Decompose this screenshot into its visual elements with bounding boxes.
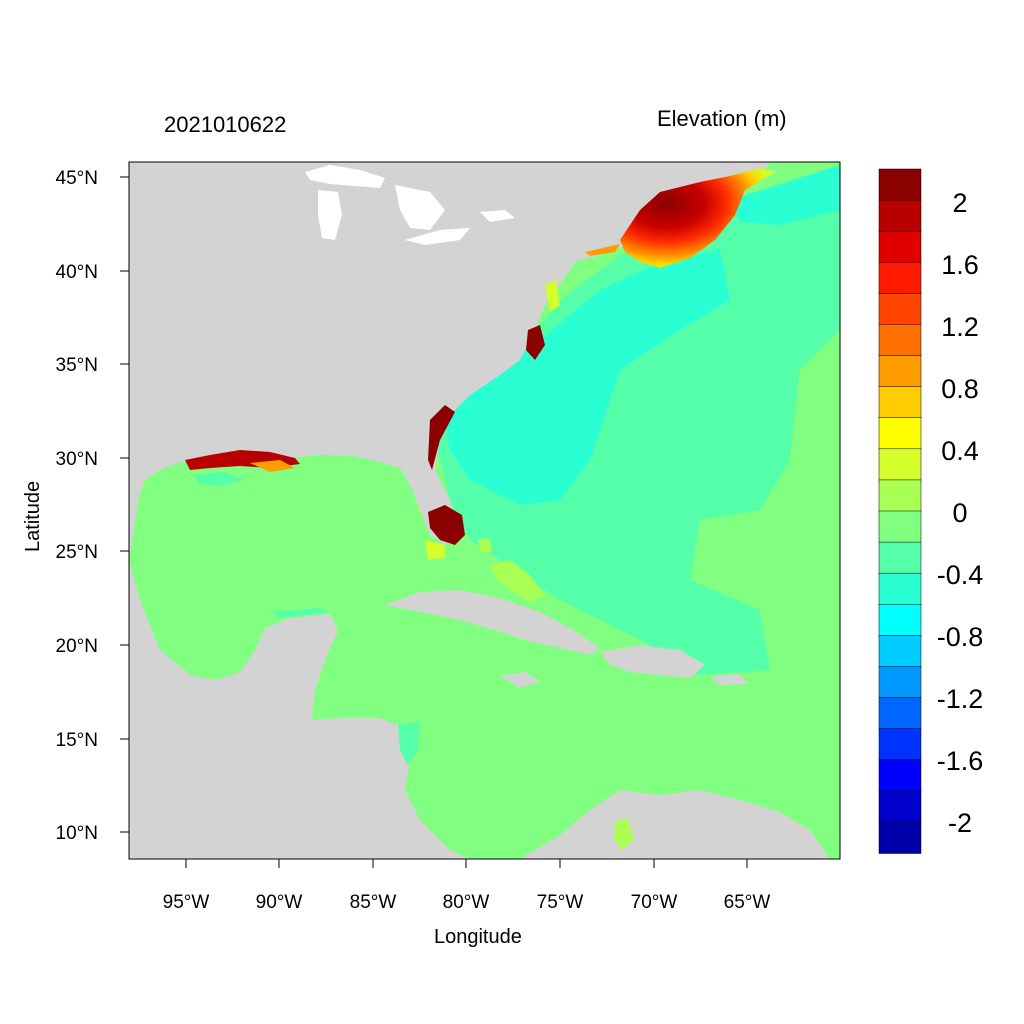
colorbar-segment <box>878 635 922 668</box>
gulf-maine-negative <box>730 165 840 225</box>
florida-surge-region <box>428 505 465 545</box>
colorbar-segment <box>878 324 922 357</box>
y-tick-label: 10°N <box>56 823 98 844</box>
y-tick-labels: 45°N 40°N 35°N 30°N 25°N 20°N 15°N 10°N <box>56 168 98 844</box>
colorbar-segment <box>878 666 922 699</box>
y-axis-title: Latitude <box>22 480 44 552</box>
colorbar-segment <box>878 510 922 543</box>
land-north-america <box>129 162 770 560</box>
colorbar-segment <box>878 821 922 854</box>
colorbar-label: -0.4 <box>937 560 984 590</box>
negative-anomaly-region <box>430 170 840 675</box>
colorbar-segment <box>878 355 922 388</box>
lake-superior <box>305 165 385 188</box>
colorbar-segment <box>878 697 922 730</box>
northeast-surge-region <box>620 168 775 268</box>
x-tick-label: 90°W <box>256 892 303 913</box>
y-tick-label: 25°N <box>56 542 98 563</box>
gulf-coast-orange <box>250 460 295 472</box>
land-south-america <box>520 790 830 859</box>
lake-huron <box>395 185 445 230</box>
colorbar-label: 1.6 <box>941 250 979 280</box>
lake-michigan <box>318 190 342 240</box>
y-tick-label: 15°N <box>56 730 98 751</box>
y-tick-label: 45°N <box>56 168 98 189</box>
lake-maracaibo <box>614 818 634 850</box>
plot-frame <box>128 161 841 860</box>
colorbar-labels: 2 1.6 1.2 0.8 0.4 0 -0.4 -0.8 -1.2 -1.6 … <box>937 188 984 838</box>
bahamas-small-bank <box>478 538 492 552</box>
bahamas-bank <box>490 560 545 602</box>
x-axis <box>185 859 748 868</box>
x-tick-label: 75°W <box>537 892 584 913</box>
x-tick-labels: 95°W 90°W 85°W 80°W 75°W 70°W 65°W <box>163 892 771 913</box>
x-tick-label: 85°W <box>350 892 397 913</box>
colorbar-segment <box>878 230 922 264</box>
y-axis <box>120 176 129 833</box>
variable-title: Elevation (m) <box>657 106 787 131</box>
x-axis-title: Longitude <box>434 926 522 948</box>
colorbar-segment <box>878 790 922 823</box>
colorbar-label: 0.4 <box>941 436 979 466</box>
long-island-surge <box>585 244 620 256</box>
colorbar-segment <box>878 604 922 637</box>
yucatan-shelf <box>270 608 330 618</box>
land-jamaica <box>500 672 540 688</box>
chesapeake-surge <box>526 325 545 360</box>
colorbar-label: -1.6 <box>937 746 984 776</box>
map-area <box>129 162 840 859</box>
colorbar-segment <box>878 168 922 201</box>
carolina-coast-surge <box>428 405 455 470</box>
colorbar-segment <box>878 541 922 574</box>
colorbar-label: -1.2 <box>937 684 984 714</box>
colorbar-segment <box>878 262 922 295</box>
y-tick-label: 20°N <box>56 636 98 657</box>
colorbar-segment <box>878 417 922 450</box>
florida-keys-yellow <box>425 540 445 560</box>
colorbar-label: -2 <box>948 808 972 838</box>
timestamp-label: 2021010622 <box>164 112 287 137</box>
land-hispaniola <box>600 645 705 678</box>
colorbar-label: 1.2 <box>941 312 979 342</box>
land-mexico-central-america <box>129 560 470 859</box>
colorbar-segment <box>878 386 922 419</box>
colorbar-segment <box>878 759 922 792</box>
colorbar-segment <box>878 479 922 512</box>
x-tick-label: 95°W <box>163 892 210 913</box>
x-tick-label: 80°W <box>443 892 490 913</box>
colorbar-label: 0 <box>952 498 967 528</box>
colorbar-label: -0.8 <box>937 622 984 652</box>
colorbar-segment <box>878 199 922 232</box>
lake-ontario <box>480 210 515 222</box>
y-tick-label: 30°N <box>56 449 98 470</box>
land-puerto-rico <box>712 674 748 685</box>
colorbar-segment <box>878 572 922 606</box>
land-cuba <box>385 590 600 655</box>
colorbar-label: 2 <box>952 188 967 218</box>
delaware-surge <box>545 280 560 312</box>
louisiana-blue-patch <box>195 472 245 486</box>
honduras-coast-blue <box>398 722 420 765</box>
y-tick-label: 35°N <box>56 355 98 376</box>
colorbar-segment <box>878 293 922 326</box>
colorbar <box>878 168 922 854</box>
x-tick-label: 70°W <box>631 892 678 913</box>
x-tick-label: 65°W <box>724 892 771 913</box>
colorbar-label: 0.8 <box>941 374 979 404</box>
y-tick-label: 40°N <box>56 262 98 283</box>
colorbar-segment <box>878 448 922 481</box>
stronger-negative-region <box>445 250 730 505</box>
lake-erie <box>405 228 470 245</box>
colorbar-segment <box>878 728 922 761</box>
